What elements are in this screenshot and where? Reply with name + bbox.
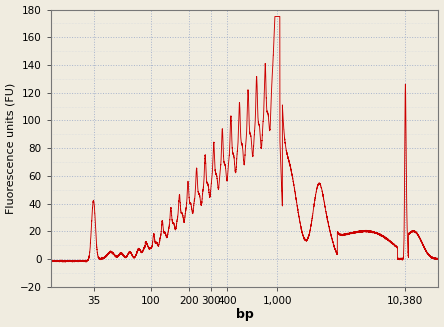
Y-axis label: Fluorescence units (FU): Fluorescence units (FU)	[6, 82, 16, 214]
X-axis label: bp: bp	[236, 308, 254, 321]
